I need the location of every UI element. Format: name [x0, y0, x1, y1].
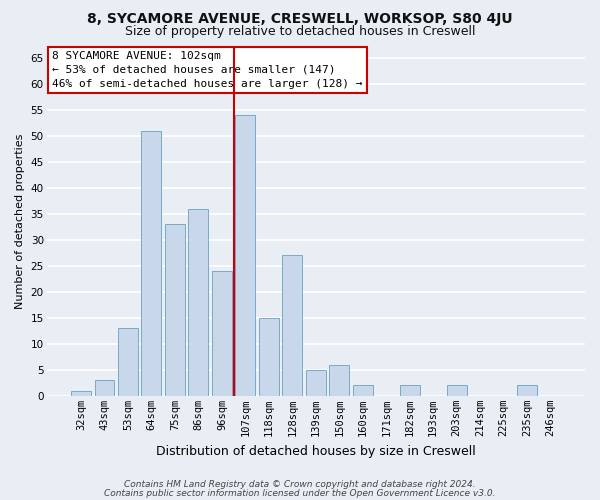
Text: Size of property relative to detached houses in Creswell: Size of property relative to detached ho… — [125, 25, 475, 38]
Bar — [400, 386, 419, 396]
Bar — [329, 364, 349, 396]
Bar — [95, 380, 115, 396]
Bar — [212, 271, 232, 396]
Bar — [517, 386, 537, 396]
Bar — [283, 256, 302, 396]
Text: Contains HM Land Registry data © Crown copyright and database right 2024.: Contains HM Land Registry data © Crown c… — [124, 480, 476, 489]
Bar — [188, 208, 208, 396]
Bar — [446, 386, 467, 396]
X-axis label: Distribution of detached houses by size in Creswell: Distribution of detached houses by size … — [156, 444, 476, 458]
Text: 8, SYCAMORE AVENUE, CRESWELL, WORKSOP, S80 4JU: 8, SYCAMORE AVENUE, CRESWELL, WORKSOP, S… — [87, 12, 513, 26]
Bar — [165, 224, 185, 396]
Y-axis label: Number of detached properties: Number of detached properties — [15, 134, 25, 310]
Bar — [306, 370, 326, 396]
Bar — [71, 390, 91, 396]
Bar — [118, 328, 138, 396]
Text: 8 SYCAMORE AVENUE: 102sqm
← 53% of detached houses are smaller (147)
46% of semi: 8 SYCAMORE AVENUE: 102sqm ← 53% of detac… — [52, 51, 362, 89]
Bar — [259, 318, 279, 396]
Bar — [142, 130, 161, 396]
Bar — [235, 115, 256, 396]
Text: Contains public sector information licensed under the Open Government Licence v3: Contains public sector information licen… — [104, 488, 496, 498]
Bar — [353, 386, 373, 396]
